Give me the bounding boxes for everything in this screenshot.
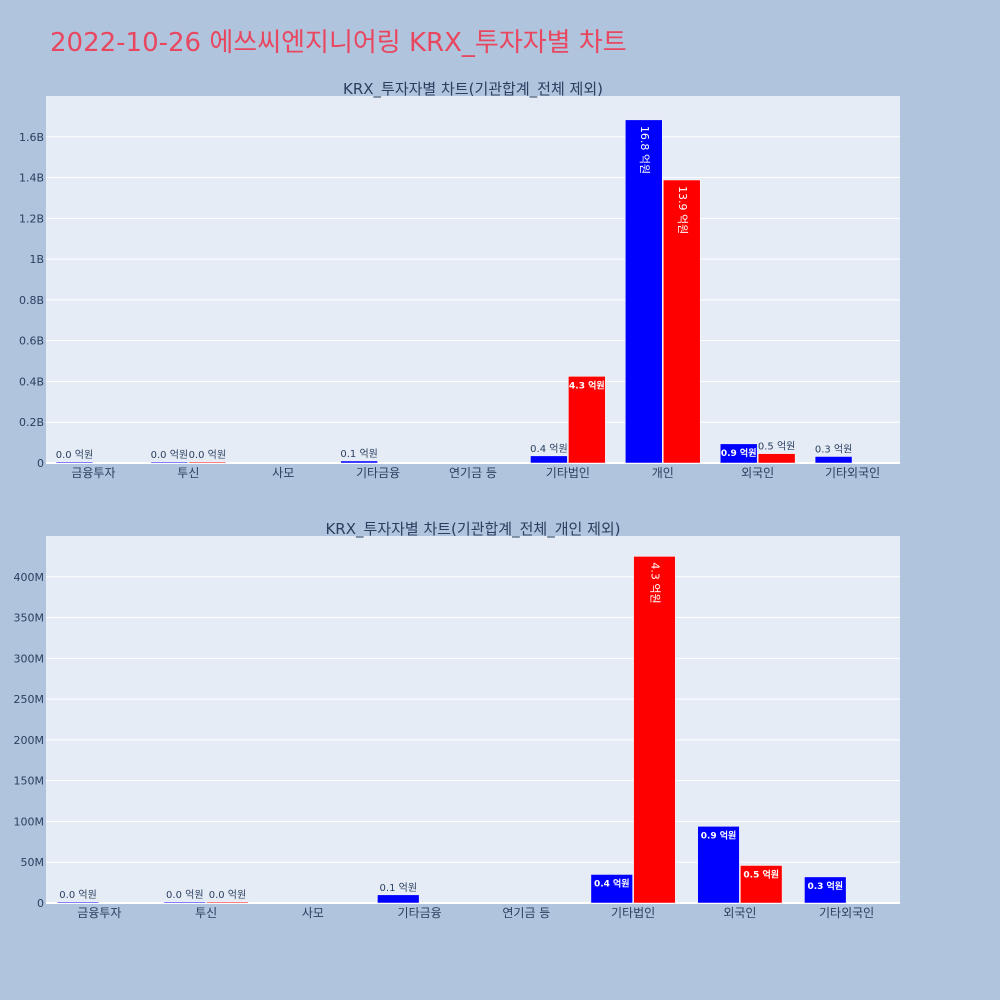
- bar-value-label: 0.4 억원: [530, 443, 567, 455]
- x-tick-label: 기타외국인: [819, 906, 874, 920]
- bar: [757, 453, 796, 464]
- plot-area: [46, 536, 900, 903]
- bar: [740, 865, 783, 904]
- bar: [568, 376, 606, 464]
- x-tick-label: 외국인: [741, 466, 774, 480]
- bar: [625, 119, 663, 464]
- y-tick-label: 0.2B: [19, 416, 44, 429]
- bar-value-label: 0.5 억원: [758, 441, 795, 453]
- y-tick-label: 1B: [29, 253, 44, 266]
- x-tick-label: 연기금 등: [449, 466, 497, 480]
- bar-value-label: 0.0 억원: [189, 449, 226, 461]
- chart-2: KRX_투자자별 차트(기관합계_전체_개인 제외) 0 50M 100M 150M 20…: [14, 520, 900, 920]
- bar-value-label: 13.9 억원: [676, 186, 689, 234]
- bar: [663, 179, 701, 464]
- y-tick-label: 200M: [14, 734, 45, 747]
- x-tick-label: 투신: [177, 466, 199, 480]
- x-tick-label: 기타법인: [611, 906, 655, 920]
- bar-value-label: 0.0 억원: [151, 449, 188, 461]
- y-tick-label: 250M: [14, 693, 45, 706]
- y-tick-label: 350M: [14, 612, 45, 625]
- bar: [377, 894, 420, 904]
- bar: [55, 461, 94, 464]
- y-tick-label: 400M: [14, 571, 45, 584]
- chart-title: KRX_투자자별 차트(기관합계_전체_개인 제외): [325, 520, 620, 539]
- x-tick-label: 외국인: [723, 906, 756, 920]
- y-tick-label: 0.4B: [19, 375, 44, 388]
- x-tick-label: 투신: [195, 906, 217, 920]
- bar-value-label: 4.3 억원: [569, 379, 605, 391]
- x-tick-label: 사모: [302, 906, 324, 920]
- bar: [804, 876, 847, 904]
- plot-area: [46, 96, 900, 463]
- x-tick-label: 개인: [652, 466, 674, 480]
- y-tick-label: 0: [37, 457, 44, 470]
- bar: [163, 901, 206, 904]
- x-tick-label: 기타외국인: [825, 466, 880, 480]
- bar-value-label: 0.4 억원: [594, 877, 630, 889]
- y-tick-label: 0.8B: [19, 294, 44, 307]
- bar-value-label: 0.0 억원: [166, 889, 203, 901]
- x-tick-label: 기타법인: [546, 466, 590, 480]
- bar-value-label: 0.0 억원: [56, 449, 93, 461]
- page-title: 2022-10-26 에쓰씨엔지니어링 KRX_투자자별 차트: [50, 28, 627, 58]
- bar-value-label: 16.8 억원: [638, 126, 651, 174]
- bar: [56, 901, 100, 904]
- bar-value-label: 0.3 억원: [815, 443, 852, 455]
- bar: [814, 456, 853, 464]
- y-tick-label: 100M: [14, 815, 45, 828]
- bar-value-label: 0.1 억원: [380, 882, 417, 894]
- bar: [188, 461, 227, 464]
- x-tick-label: 기타금융: [398, 906, 442, 920]
- y-tick-label: 1.6B: [19, 131, 44, 144]
- bar-value-label: 4.3 억원: [648, 562, 661, 603]
- y-tick-label: 0.6B: [19, 335, 44, 348]
- chart-title: KRX_투자자별 차트(기관합계_전체 제외): [343, 80, 603, 99]
- y-tick-label: 300M: [14, 652, 45, 665]
- bar-value-label: 0.1 억원: [340, 448, 377, 460]
- y-tick-label: 50M: [21, 856, 45, 869]
- y-tick-label: 0: [37, 897, 44, 910]
- bar: [697, 826, 740, 904]
- bar: [340, 460, 378, 464]
- bar-value-label: 0.0 억원: [59, 889, 96, 901]
- x-tick-label: 사모: [272, 466, 294, 480]
- bar-value-label: 0.9 억원: [721, 447, 757, 459]
- bar: [150, 461, 189, 464]
- bar: [633, 556, 676, 904]
- x-tick-label: 연기금 등: [502, 906, 550, 920]
- x-tick-label: 금융투자: [71, 466, 115, 480]
- bar: [206, 901, 249, 904]
- bar-value-label: 0.9 억원: [701, 829, 737, 841]
- chart-1: KRX_투자자별 차트(기관합계_전체 제외) 0 0.2B 0.4B 0.6B 0.8B…: [19, 80, 900, 480]
- y-tick-label: 1.4B: [19, 172, 44, 185]
- bar: [719, 443, 758, 464]
- y-tick-label: 1.2B: [19, 212, 44, 225]
- bar-value-label: 0.3 억원: [807, 880, 843, 892]
- x-tick-label: 금융투자: [77, 906, 121, 920]
- bar-value-label: 0.5 억원: [743, 868, 779, 880]
- bar: [590, 874, 633, 904]
- y-tick-label: 150M: [14, 775, 45, 788]
- bar-value-label: 0.0 억원: [209, 889, 246, 901]
- bar: [530, 455, 568, 464]
- x-tick-label: 기타금융: [356, 466, 400, 480]
